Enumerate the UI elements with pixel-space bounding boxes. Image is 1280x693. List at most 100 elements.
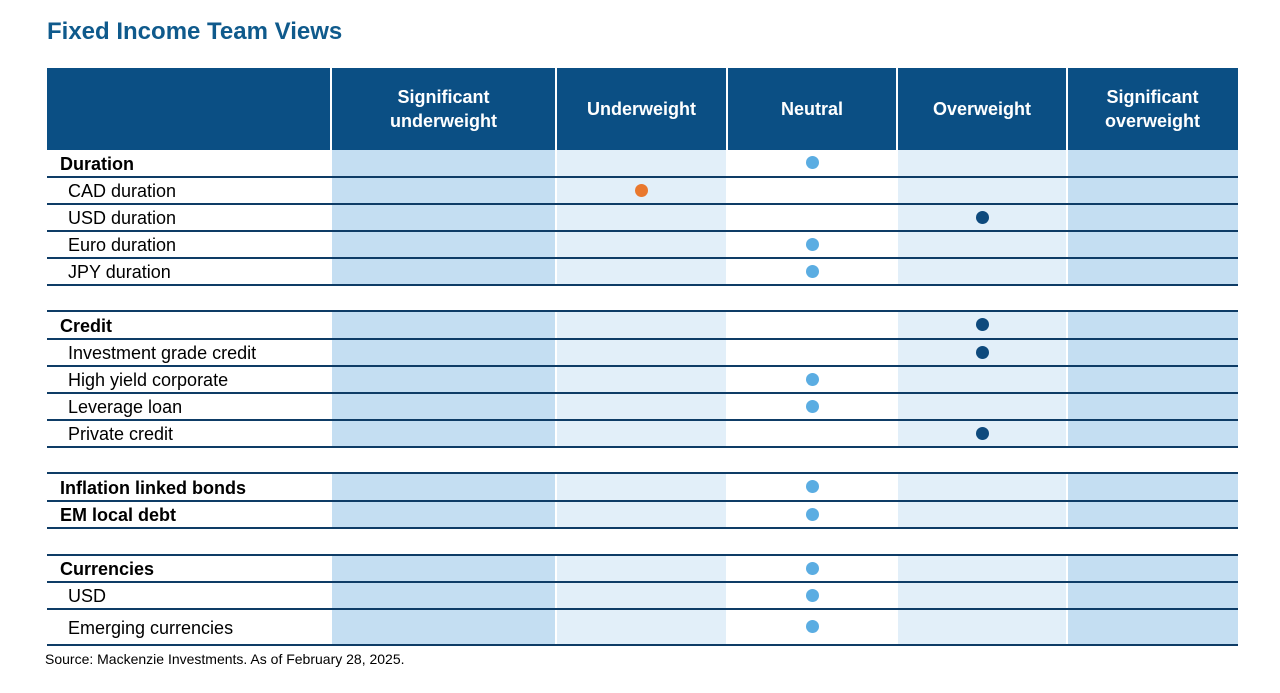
cell-divider <box>726 150 728 178</box>
header-significant-overweight: Significant overweight <box>1104 87 1201 131</box>
table-cell <box>897 150 1067 178</box>
view-dot-marker <box>805 561 819 575</box>
table-row: Leverage loan <box>47 394 1238 421</box>
cell-divider <box>726 178 728 205</box>
cell-divider <box>896 150 898 178</box>
cell-divider <box>555 583 557 610</box>
header-underweight: Underweight <box>586 99 696 119</box>
row-divider <box>47 527 1238 529</box>
cell-divider <box>1066 556 1068 583</box>
cell-divider <box>330 259 332 286</box>
cell-divider <box>726 502 728 529</box>
table-row: Currencies <box>47 556 1238 583</box>
cell-divider <box>1066 232 1068 259</box>
table-cell <box>727 178 897 205</box>
cell-divider <box>555 367 557 394</box>
table-cell <box>556 367 727 394</box>
cell-divider <box>726 232 728 259</box>
view-dot-marker <box>805 237 819 251</box>
cell-divider <box>555 421 557 448</box>
cell-divider <box>726 394 728 421</box>
table-cell <box>556 474 727 502</box>
cell-divider <box>555 394 557 421</box>
table-cell <box>556 394 727 421</box>
table-cell <box>556 205 727 232</box>
row-divider <box>47 419 1238 421</box>
view-dot-marker <box>975 210 989 224</box>
cell-divider <box>726 556 728 583</box>
table-cell <box>727 312 897 340</box>
cell-divider <box>330 340 332 367</box>
header-divider <box>896 68 898 150</box>
view-dot-marker <box>975 426 989 440</box>
cell-divider <box>1066 394 1068 421</box>
table-cell <box>897 367 1067 394</box>
table-cell <box>1067 394 1238 421</box>
table-cell <box>1067 259 1238 286</box>
table-cell <box>897 583 1067 610</box>
table-cell <box>1067 610 1238 646</box>
row-divider <box>47 446 1238 448</box>
view-dot-marker <box>805 480 819 493</box>
cell-divider <box>1066 312 1068 340</box>
cell-divider <box>726 205 728 232</box>
cell-divider <box>896 502 898 529</box>
cell-divider <box>896 610 898 646</box>
cell-divider <box>1066 150 1068 178</box>
cell-divider <box>555 340 557 367</box>
header-significant-underweight: Significant underweight <box>390 87 497 131</box>
cell-divider <box>1066 178 1068 205</box>
cell-divider <box>555 232 557 259</box>
table-row: Duration <box>47 150 1238 178</box>
table-row: Emerging currencies <box>47 610 1238 646</box>
header-divider <box>555 68 557 150</box>
cell-divider <box>1066 205 1068 232</box>
cell-divider <box>896 421 898 448</box>
table-cell <box>1067 367 1238 394</box>
table-cell <box>897 394 1067 421</box>
cell-divider <box>726 474 728 502</box>
row-divider <box>47 644 1238 646</box>
cell-divider <box>896 583 898 610</box>
table-cell <box>556 312 727 340</box>
cell-divider <box>896 556 898 583</box>
table-cell <box>897 556 1067 583</box>
table-row: EM local debt <box>47 502 1238 529</box>
cell-divider <box>1066 421 1068 448</box>
table-row: JPY duration <box>47 259 1238 286</box>
cell-divider <box>726 583 728 610</box>
table-cell <box>556 150 727 178</box>
cell-divider <box>1066 367 1068 394</box>
cell-divider <box>330 150 332 178</box>
table-cell <box>727 421 897 448</box>
cell-divider <box>896 178 898 205</box>
subcategory-label: CAD duration <box>68 181 177 201</box>
cell-divider <box>896 259 898 286</box>
cell-divider <box>330 610 332 646</box>
subcategory-label: Emerging currencies <box>68 617 234 638</box>
category-label: Currencies <box>60 559 155 579</box>
subcategory-label: Euro duration <box>68 235 177 255</box>
table-cell <box>897 178 1067 205</box>
row-divider <box>47 392 1238 394</box>
cell-divider <box>330 502 332 529</box>
view-dot-marker <box>634 183 648 197</box>
table-cell <box>1067 421 1238 448</box>
table-cell <box>1067 205 1238 232</box>
table-row: Investment grade credit <box>47 340 1238 367</box>
cell-divider <box>555 502 557 529</box>
cell-divider <box>896 205 898 232</box>
cell-divider <box>1066 583 1068 610</box>
cell-divider <box>330 232 332 259</box>
table-cell <box>331 502 556 529</box>
view-dot-marker <box>805 372 819 386</box>
table-cell <box>331 367 556 394</box>
spacer-row <box>47 448 1238 474</box>
category-label: EM local debt <box>60 505 177 525</box>
table-cell <box>1067 312 1238 340</box>
cell-divider <box>726 312 728 340</box>
cell-divider <box>896 232 898 259</box>
table-cell <box>331 259 556 286</box>
cell-divider <box>330 312 332 340</box>
row-divider <box>47 581 1238 583</box>
